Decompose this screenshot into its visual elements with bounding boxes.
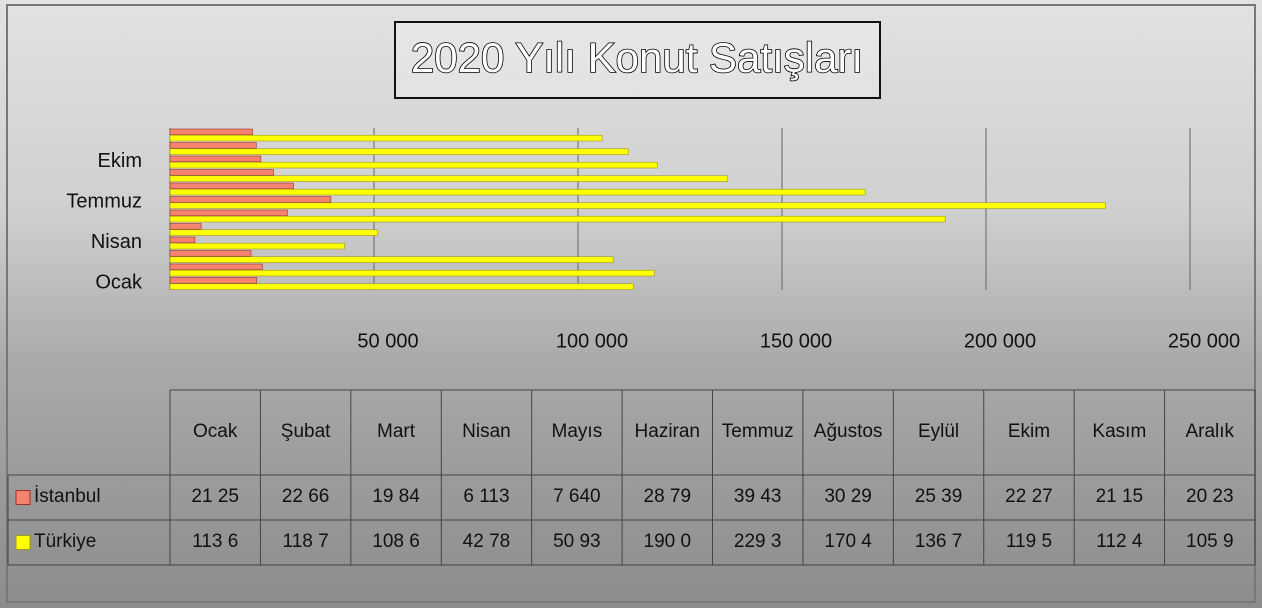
bar xyxy=(169,269,655,277)
table-value: 39 43 xyxy=(733,486,782,508)
table-value: 30 29 xyxy=(824,486,872,508)
table-value: 21 25 xyxy=(191,486,239,508)
bar xyxy=(169,263,263,271)
y-tick-label: Ekim xyxy=(98,150,142,172)
bar xyxy=(169,128,253,136)
table-header: Haziran xyxy=(634,421,701,443)
bar xyxy=(169,250,252,257)
table-value: 22 27 xyxy=(1005,486,1053,508)
bar xyxy=(169,236,196,244)
bar xyxy=(169,242,345,250)
title-box xyxy=(394,21,881,99)
frame xyxy=(6,4,1256,603)
table-header: Ocak xyxy=(193,421,238,443)
bar xyxy=(169,148,629,155)
bar xyxy=(169,215,946,223)
table-value: 136 7 xyxy=(914,531,963,553)
table-value: 7 640 xyxy=(553,486,601,508)
table-value: 19 84 xyxy=(372,486,420,508)
legend-label: Türkiye xyxy=(34,531,97,553)
bar xyxy=(169,202,1106,209)
bar xyxy=(169,277,257,284)
table-value: 190 0 xyxy=(643,531,692,553)
bar xyxy=(169,182,294,190)
bar xyxy=(169,161,658,169)
bar xyxy=(169,283,634,290)
table-value: 170 4 xyxy=(824,531,872,553)
table-header: Nisan xyxy=(462,421,511,443)
bar xyxy=(169,223,202,230)
table-value: 112 4 xyxy=(1096,531,1143,553)
table-value: 25 39 xyxy=(914,486,963,508)
table-header: Ekim xyxy=(1007,421,1051,443)
bar xyxy=(169,155,262,163)
bar xyxy=(169,256,614,263)
table-header: Temmuz xyxy=(721,421,794,443)
table-value: 6 113 xyxy=(463,486,510,508)
bar xyxy=(169,196,332,203)
table-value: 20 23 xyxy=(1186,486,1234,508)
bar xyxy=(169,175,729,182)
table-value: 42 78 xyxy=(462,531,511,553)
table-header: Kasım xyxy=(1092,421,1147,443)
legend-swatch xyxy=(15,490,31,505)
table-value: 22 66 xyxy=(281,486,330,508)
y-tick-label: Nisan xyxy=(91,231,142,253)
table-value: 113 6 xyxy=(192,531,239,553)
table-value: 118 7 xyxy=(282,531,329,553)
table-header: Şubat xyxy=(280,421,331,443)
table-value: 50 93 xyxy=(553,531,601,553)
y-tick-label: Ocak xyxy=(95,272,143,294)
x-tick-label: 250 000 xyxy=(1168,330,1240,352)
table-value: 21 15 xyxy=(1095,486,1144,508)
table-header: Mart xyxy=(377,421,416,443)
table-value: 108 6 xyxy=(372,531,420,553)
table-header: Eylül xyxy=(917,421,960,443)
x-tick-label: 100 000 xyxy=(556,330,628,352)
bar xyxy=(169,134,603,142)
table-value: 229 3 xyxy=(733,531,782,553)
bar xyxy=(169,169,274,176)
table-header: Mayıs xyxy=(551,421,603,443)
table-header: Aralık xyxy=(1185,421,1235,443)
bar xyxy=(169,188,866,196)
table-value: 105 9 xyxy=(1186,531,1234,553)
table-value: 28 79 xyxy=(643,486,692,508)
bar xyxy=(169,209,288,217)
legend-swatch xyxy=(15,535,31,550)
table-header: Ağustos xyxy=(813,421,883,443)
y-tick-label: Temmuz xyxy=(66,191,142,213)
legend-label: İstanbul xyxy=(34,486,101,508)
x-tick-label: 50 000 xyxy=(357,330,418,352)
bar xyxy=(169,229,379,236)
x-tick-label: 150 000 xyxy=(760,330,832,352)
bar xyxy=(169,142,257,149)
x-tick-label: 200 000 xyxy=(964,330,1036,352)
chart-title: 2020 Yılı Konut Satışları xyxy=(411,34,863,81)
table-value: 119 5 xyxy=(1005,531,1053,553)
